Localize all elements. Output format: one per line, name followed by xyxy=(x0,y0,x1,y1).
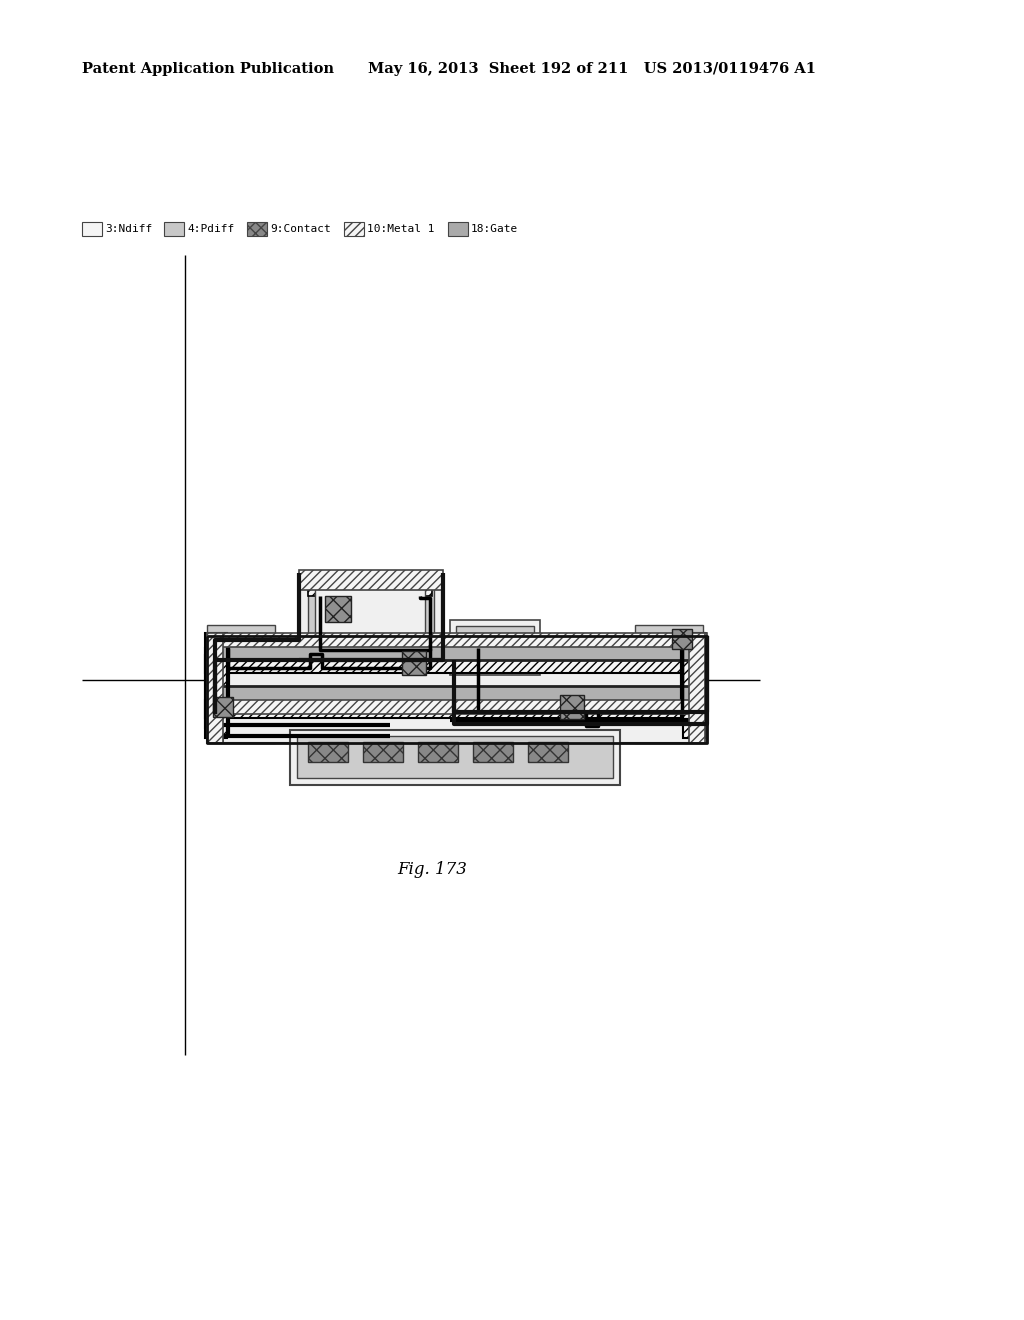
Bar xyxy=(290,730,620,785)
Bar xyxy=(213,697,233,717)
Bar xyxy=(207,636,707,743)
Bar xyxy=(205,634,273,733)
Text: 3:Ndiff: 3:Ndiff xyxy=(105,224,153,234)
Bar xyxy=(362,742,403,762)
Bar xyxy=(299,570,443,590)
Bar xyxy=(418,742,458,762)
Bar xyxy=(300,573,442,663)
Bar xyxy=(205,655,705,673)
Text: 10:Metal 1: 10:Metal 1 xyxy=(367,224,434,234)
Text: May 16, 2013  Sheet 192 of 211   US 2013/0119476 A1: May 16, 2013 Sheet 192 of 211 US 2013/01… xyxy=(368,62,816,77)
Bar xyxy=(205,634,227,738)
Bar xyxy=(308,578,432,597)
Bar xyxy=(205,648,705,729)
Bar xyxy=(270,636,332,726)
Bar xyxy=(560,696,584,719)
Bar xyxy=(528,742,568,762)
Bar xyxy=(325,597,351,622)
Bar xyxy=(450,620,540,675)
Bar xyxy=(456,626,534,671)
Bar xyxy=(315,587,425,645)
Bar xyxy=(344,222,364,236)
Bar xyxy=(207,624,275,743)
Text: 18:Gate: 18:Gate xyxy=(471,224,518,234)
Text: 4:Pdiff: 4:Pdiff xyxy=(187,224,234,234)
Bar xyxy=(215,645,693,667)
Bar xyxy=(205,700,705,718)
Bar xyxy=(82,222,102,236)
Bar xyxy=(207,634,223,743)
Bar xyxy=(672,630,692,649)
Bar xyxy=(207,634,707,647)
Bar xyxy=(473,742,513,762)
Bar xyxy=(689,634,705,743)
Bar xyxy=(316,587,424,667)
Text: 9:Contact: 9:Contact xyxy=(269,224,331,234)
Bar xyxy=(635,624,703,743)
Bar xyxy=(577,636,639,726)
Bar xyxy=(207,700,707,714)
Bar xyxy=(297,737,613,777)
Bar xyxy=(247,222,267,236)
Bar xyxy=(563,645,628,725)
Bar xyxy=(215,690,693,711)
Bar xyxy=(207,700,223,743)
Bar xyxy=(270,645,335,725)
Bar xyxy=(165,222,184,236)
Bar xyxy=(402,651,426,675)
Bar xyxy=(310,582,430,672)
Text: Patent Application Publication: Patent Application Publication xyxy=(82,62,334,77)
Bar xyxy=(447,222,468,236)
Bar xyxy=(638,634,706,733)
Bar xyxy=(215,686,700,706)
Bar xyxy=(215,640,700,660)
Bar xyxy=(683,634,705,738)
Text: Fig. 173: Fig. 173 xyxy=(397,862,467,879)
Bar xyxy=(308,579,434,653)
Bar xyxy=(690,700,706,743)
Bar xyxy=(308,742,348,762)
